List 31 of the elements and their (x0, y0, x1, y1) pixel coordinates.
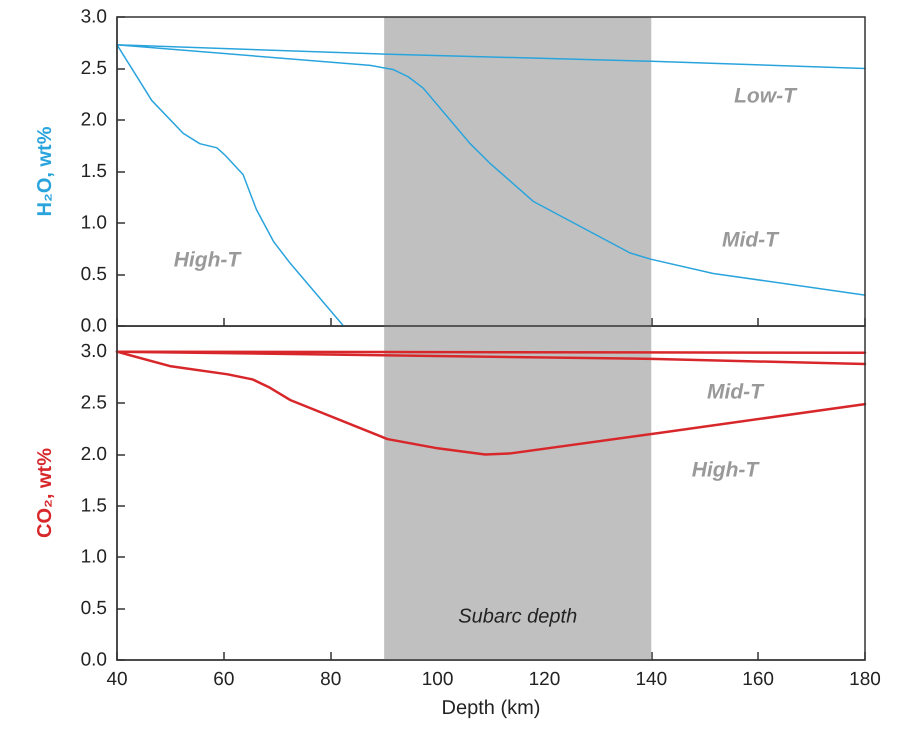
y-tick-label: 2.5 (80, 392, 107, 414)
y-tick-label: 0.0 (80, 650, 107, 670)
y-tick-label: 0.5 (80, 264, 107, 285)
y-tick-label: 2.0 (80, 110, 107, 130)
x-tick-label: 120 (528, 669, 560, 690)
x-tick-label: 60 (213, 669, 234, 690)
y-tick-label: 3.0 (80, 6, 107, 28)
y-axis-title: H₂O, wt% (34, 126, 56, 216)
y-tick-label: 0.0 (80, 316, 107, 336)
y-tick-label: 1.0 (80, 546, 107, 568)
x-tick-label: 180 (849, 669, 881, 690)
y-tick-label: 2.5 (80, 58, 107, 79)
series-label: Mid-T (707, 380, 766, 404)
x-tick-label: 160 (742, 669, 774, 690)
y-tick-label: 2.0 (80, 444, 107, 465)
y-tick-label: 1.0 (80, 212, 107, 234)
band-label: Subarc depth (458, 606, 578, 628)
y-tick-label: 0.5 (80, 598, 107, 620)
y-tick-label: 3.0 (80, 341, 107, 362)
series-label: High-T (174, 248, 242, 272)
x-tick-label: 40 (106, 669, 128, 690)
series-label: Low-T (734, 84, 798, 108)
x-tick-label: 100 (422, 669, 454, 690)
series-label: High-T (692, 458, 760, 482)
x-tick-label: 140 (635, 669, 668, 690)
x-tick-label: 80 (320, 669, 342, 690)
y-tick-label: 1.5 (80, 161, 107, 182)
y-axis-title: CO₂, wt% (34, 448, 56, 538)
series-label: Mid-T (722, 228, 780, 252)
x-axis-title: Depth (km) (442, 697, 540, 719)
y-tick-label: 1.5 (80, 495, 107, 516)
